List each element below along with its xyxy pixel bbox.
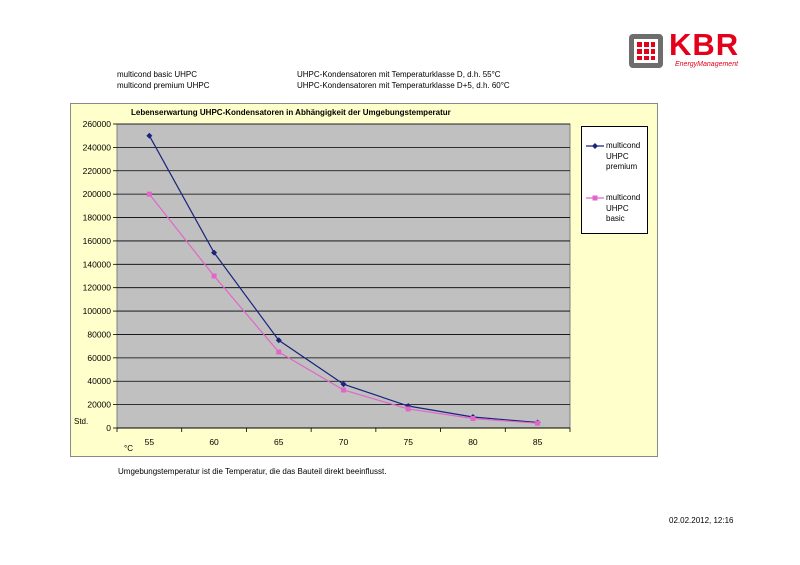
- y-tick-label-1: 20000: [87, 400, 111, 410]
- legend-label-basic: multicond UHPC basic: [606, 193, 641, 223]
- y-tick-label-6: 120000: [83, 283, 112, 293]
- x-axis-label: °C: [124, 444, 133, 453]
- header-product-premium: multicond premium UHPC: [117, 81, 210, 90]
- series-0-point-1: [211, 249, 218, 256]
- x-tick-label-55: 55: [145, 437, 155, 447]
- y-tick-label-11: 220000: [83, 166, 112, 176]
- series-1-point-5: [470, 416, 476, 422]
- x-tick-label-70: 70: [339, 437, 349, 447]
- kbr-logo-subtitle: EnergyManagement: [675, 61, 739, 68]
- y-axis-label: Std.: [74, 417, 88, 426]
- series-1-point-2: [276, 349, 282, 355]
- y-tick-label-12: 240000: [83, 142, 112, 152]
- x-tick-label-75: 75: [403, 437, 413, 447]
- series-1-point-0: [146, 191, 152, 197]
- legend-marker-basic: [586, 195, 604, 201]
- series-1-point-6: [535, 420, 541, 426]
- y-tick-label-5: 100000: [83, 306, 112, 316]
- legend-label-premium: multicond UHPC premium: [606, 141, 641, 171]
- series-0-point-3: [340, 381, 347, 388]
- kbr-logo-icon: [629, 34, 663, 68]
- y-tick-label-8: 160000: [83, 236, 112, 246]
- footnote: Umgebungstemperatur ist die Temperatur, …: [118, 467, 387, 476]
- header-product-basic: multicond basic UHPC: [117, 70, 198, 79]
- y-tick-label-10: 200000: [83, 189, 112, 199]
- series-0-point-0: [146, 132, 153, 139]
- y-tick-label-3: 60000: [87, 353, 111, 363]
- y-tick-label-9: 180000: [83, 213, 112, 223]
- series-0-point-2: [275, 337, 282, 344]
- y-tick-label-2: 40000: [87, 376, 111, 386]
- series-group: [146, 132, 541, 426]
- series-1-point-3: [341, 387, 346, 393]
- header-description-premium: UHPC-Kondensatoren mit Temperaturklasse …: [297, 81, 510, 90]
- y-tick-label-0: 0: [106, 423, 111, 433]
- x-tick-label-60: 60: [209, 437, 219, 447]
- legend-marker-premium: [586, 143, 604, 149]
- header-description-basic: UHPC-Kondensatoren mit Temperaturklasse …: [297, 70, 501, 79]
- series-1-point-4: [405, 406, 411, 412]
- kbr-logo-text: KBR: [669, 27, 740, 62]
- timestamp: 02.02.2012, 12:16: [669, 516, 734, 525]
- x-tick-label-85: 85: [533, 437, 543, 447]
- series-1-point-1: [211, 273, 217, 279]
- y-tick-label-4: 80000: [87, 329, 111, 339]
- y-axis-ticks: 0 20000 40000 60000 80000 100000 120000 140000 1…: [83, 119, 117, 433]
- x-tick-label-65: 65: [274, 437, 284, 447]
- x-tick-label-80: 80: [468, 437, 478, 447]
- y-tick-label-13: 260000: [83, 119, 112, 129]
- plot-background: [116, 123, 571, 429]
- y-tick-label-7: 140000: [83, 259, 112, 269]
- chart-legend: multicond UHPC premium multicond UHPC ba…: [581, 126, 648, 234]
- chart-title: Lebenserwartung UHPC-Kondensatoren in Ab…: [131, 108, 451, 117]
- x-axis-ticks: 55 60 65 70 75 80 85: [116, 427, 571, 447]
